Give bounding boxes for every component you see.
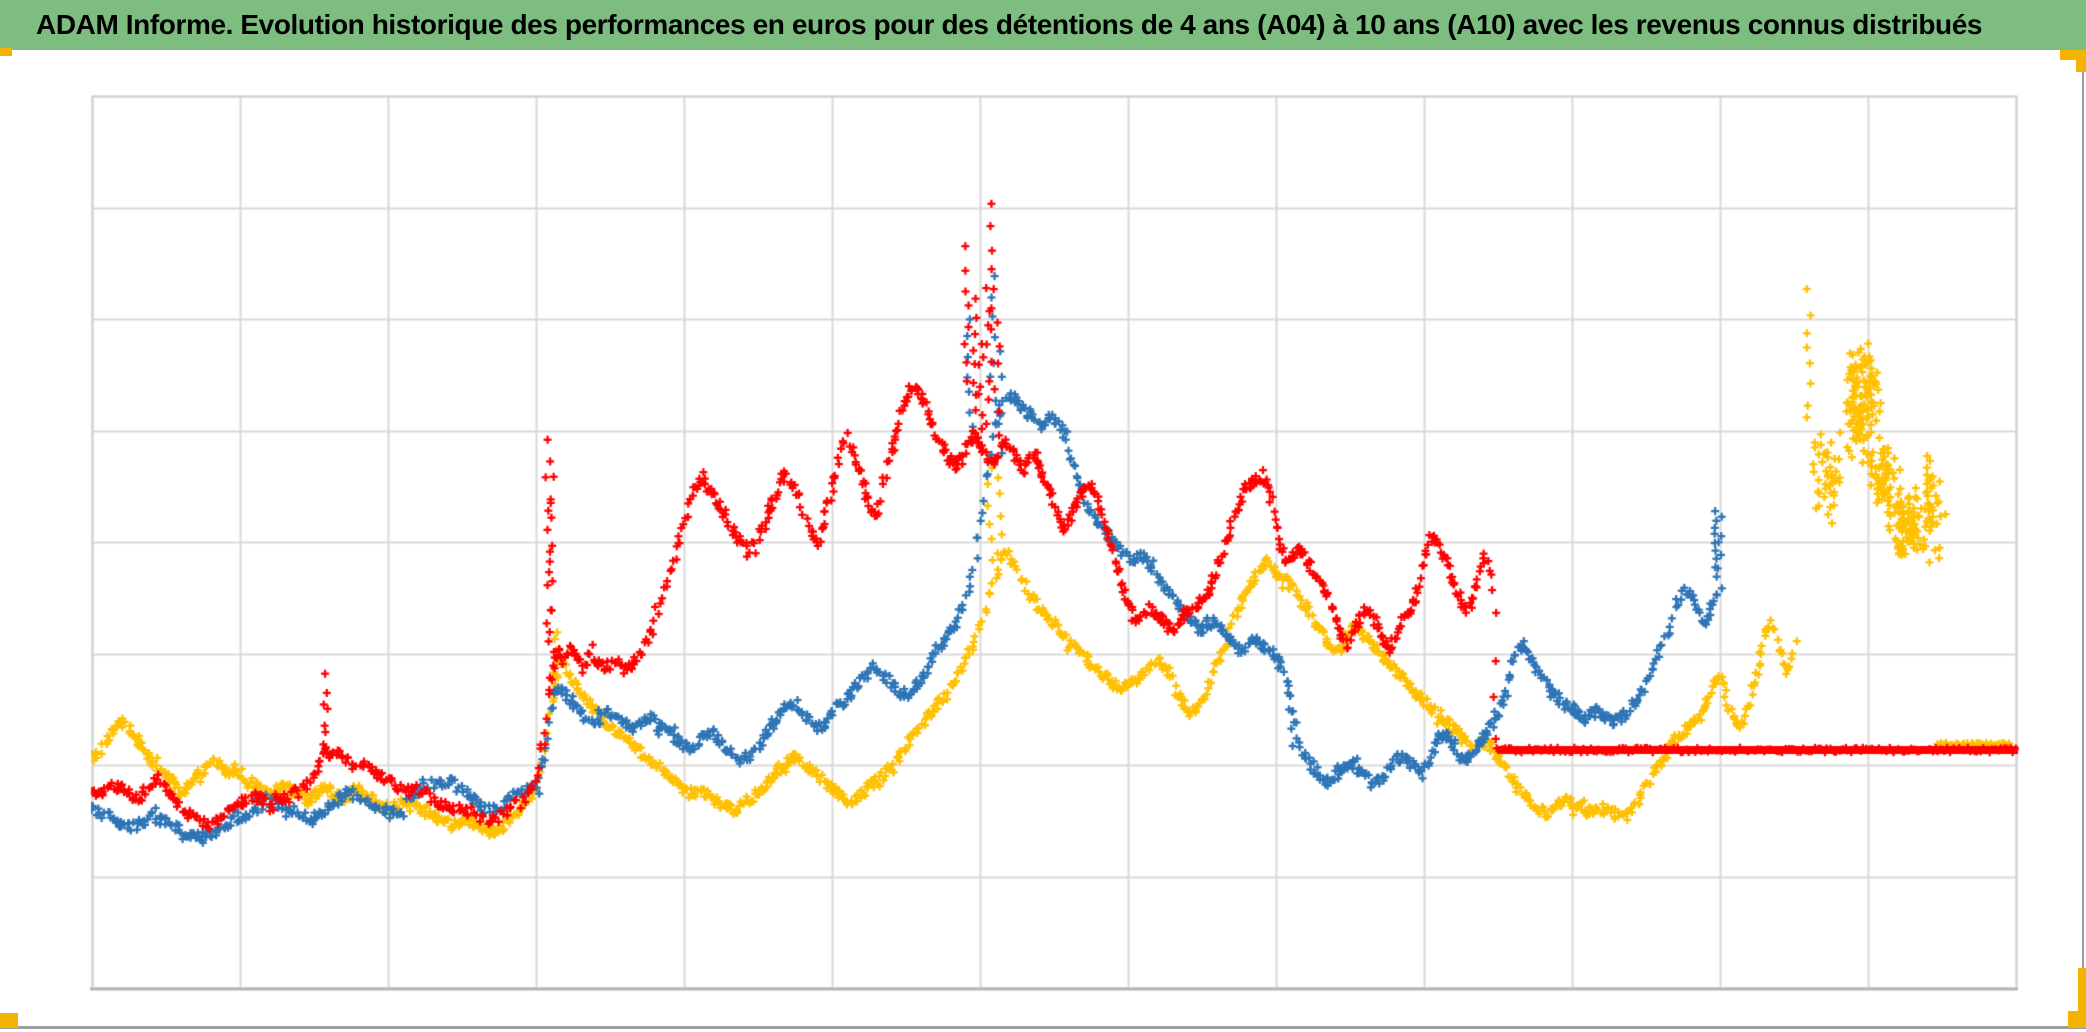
selection-handle-top-right-horizontal[interactable] [2060,50,2086,60]
title-banner: ADAM Informe. Evolution historique des p… [0,0,2086,50]
selection-handle-bottom-right-square[interactable] [2068,1011,2086,1028]
chart-area-right-border [2082,50,2084,1028]
selection-handle-bottom-right-bar[interactable] [2078,968,2086,1016]
selection-handle-bottom-left[interactable] [0,1013,18,1028]
selection-handle-top-left[interactable] [0,48,12,56]
chart-title: ADAM Informe. Evolution historique des p… [36,9,1983,40]
selection-handle-top-right-vertical[interactable] [2076,50,2086,72]
chart-area-bottom-border [0,1026,2086,1029]
